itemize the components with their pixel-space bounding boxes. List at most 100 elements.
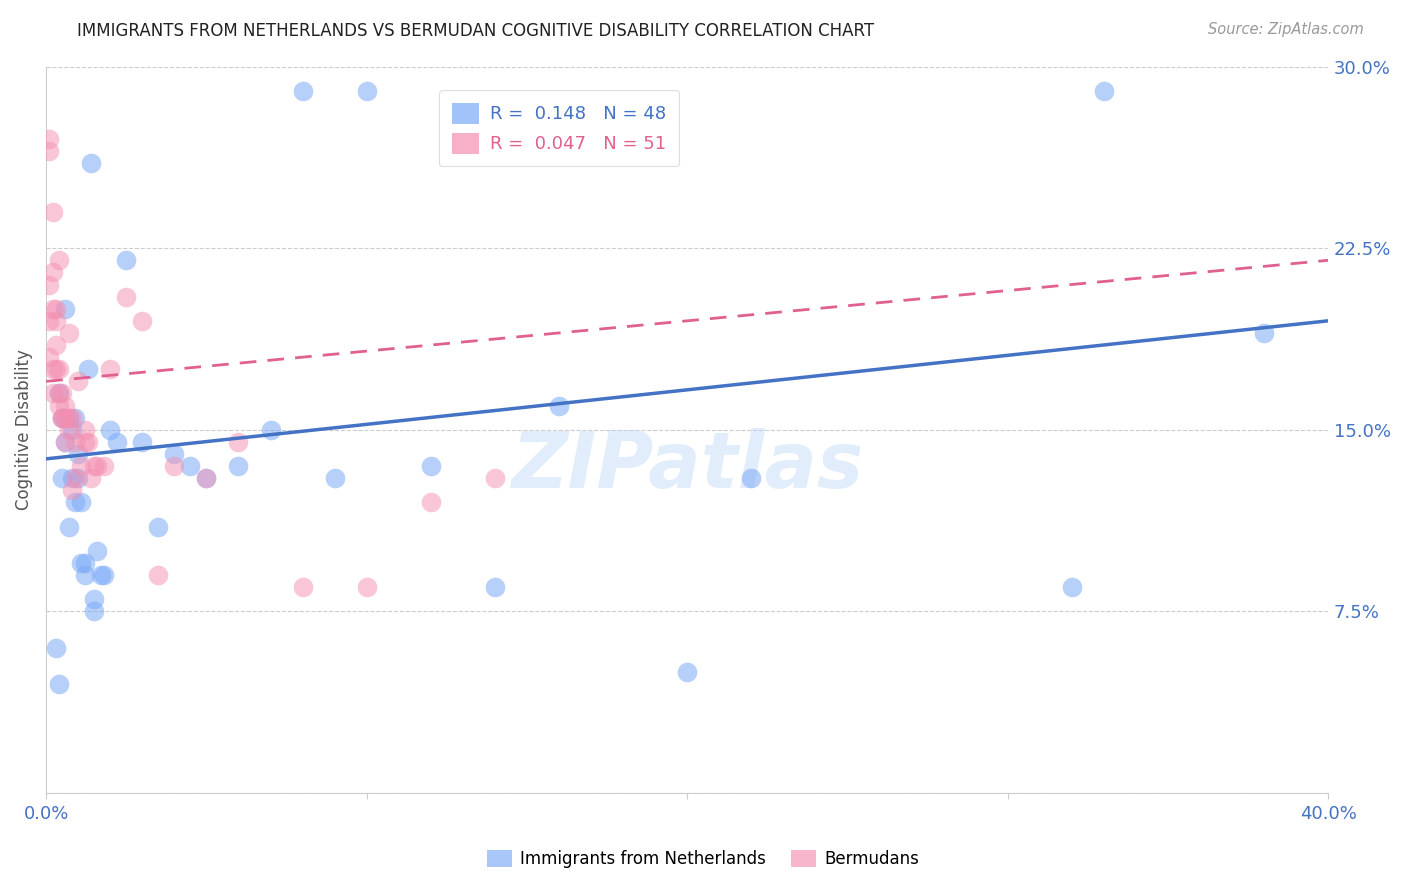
Point	[41, 386, 63, 401]
Point	[73, 568, 96, 582]
Point	[41, 301, 63, 316]
Point	[58, 410, 80, 425]
Point	[55, 434, 77, 449]
Point	[115, 290, 138, 304]
Point	[83, 459, 105, 474]
Point	[131, 434, 153, 449]
Point	[45, 338, 67, 352]
Point	[676, 665, 699, 679]
Point	[195, 471, 218, 485]
Point	[38, 145, 60, 159]
Point	[55, 434, 77, 449]
Point	[51, 386, 73, 401]
Point	[484, 580, 506, 594]
Point	[38, 350, 60, 364]
Point	[484, 471, 506, 485]
Point	[740, 471, 762, 485]
Point	[60, 410, 83, 425]
Point	[105, 434, 128, 449]
Point	[356, 84, 378, 98]
Point	[38, 314, 60, 328]
Point	[83, 604, 105, 618]
Point	[45, 640, 67, 655]
Point	[419, 459, 441, 474]
Point	[86, 544, 108, 558]
Point	[80, 156, 103, 170]
Point	[67, 471, 90, 485]
Point	[131, 314, 153, 328]
Point	[73, 434, 96, 449]
Point	[73, 423, 96, 437]
Point	[76, 434, 98, 449]
Point	[55, 410, 77, 425]
Point	[70, 459, 93, 474]
Point	[70, 556, 93, 570]
Point	[163, 459, 186, 474]
Point	[148, 519, 170, 533]
Point	[60, 483, 83, 498]
Point	[179, 459, 201, 474]
Point	[86, 459, 108, 474]
Point	[291, 84, 314, 98]
Point	[63, 410, 86, 425]
Point	[80, 471, 103, 485]
Point	[148, 568, 170, 582]
Point	[67, 375, 90, 389]
Point	[58, 326, 80, 340]
Point	[58, 519, 80, 533]
Point	[45, 362, 67, 376]
Text: IMMIGRANTS FROM NETHERLANDS VS BERMUDAN COGNITIVE DISABILITY CORRELATION CHART: IMMIGRANTS FROM NETHERLANDS VS BERMUDAN …	[77, 22, 875, 40]
Point	[38, 132, 60, 146]
Point	[41, 205, 63, 219]
Point	[51, 471, 73, 485]
Point	[58, 410, 80, 425]
Point	[48, 386, 70, 401]
Point	[48, 253, 70, 268]
Point	[90, 568, 112, 582]
Y-axis label: Cognitive Disability: Cognitive Disability	[15, 350, 32, 510]
Point	[45, 314, 67, 328]
Text: ZIPatlas: ZIPatlas	[510, 428, 863, 504]
Point	[548, 399, 571, 413]
Point	[356, 580, 378, 594]
Point	[195, 471, 218, 485]
Point	[228, 434, 250, 449]
Point	[70, 495, 93, 509]
Point	[63, 495, 86, 509]
Legend: Immigrants from Netherlands, Bermudans: Immigrants from Netherlands, Bermudans	[479, 843, 927, 875]
Point	[51, 410, 73, 425]
Point	[1092, 84, 1115, 98]
Point	[55, 301, 77, 316]
Point	[323, 471, 346, 485]
Point	[48, 386, 70, 401]
Point	[115, 253, 138, 268]
Point	[63, 471, 86, 485]
Point	[93, 459, 115, 474]
Point	[51, 410, 73, 425]
Point	[76, 362, 98, 376]
Point	[419, 495, 441, 509]
Point	[48, 677, 70, 691]
Point	[228, 459, 250, 474]
Point	[41, 362, 63, 376]
Legend: R =  0.148   N = 48, R =  0.047   N = 51: R = 0.148 N = 48, R = 0.047 N = 51	[439, 90, 679, 166]
Point	[60, 423, 83, 437]
Point	[98, 423, 121, 437]
Point	[60, 471, 83, 485]
Point	[1253, 326, 1275, 340]
Point	[73, 556, 96, 570]
Point	[291, 580, 314, 594]
Point	[58, 423, 80, 437]
Text: Source: ZipAtlas.com: Source: ZipAtlas.com	[1208, 22, 1364, 37]
Point	[63, 434, 86, 449]
Point	[51, 410, 73, 425]
Point	[1060, 580, 1083, 594]
Point	[55, 410, 77, 425]
Point	[45, 301, 67, 316]
Point	[163, 447, 186, 461]
Point	[259, 423, 281, 437]
Point	[48, 399, 70, 413]
Point	[83, 592, 105, 607]
Point	[38, 277, 60, 292]
Point	[48, 362, 70, 376]
